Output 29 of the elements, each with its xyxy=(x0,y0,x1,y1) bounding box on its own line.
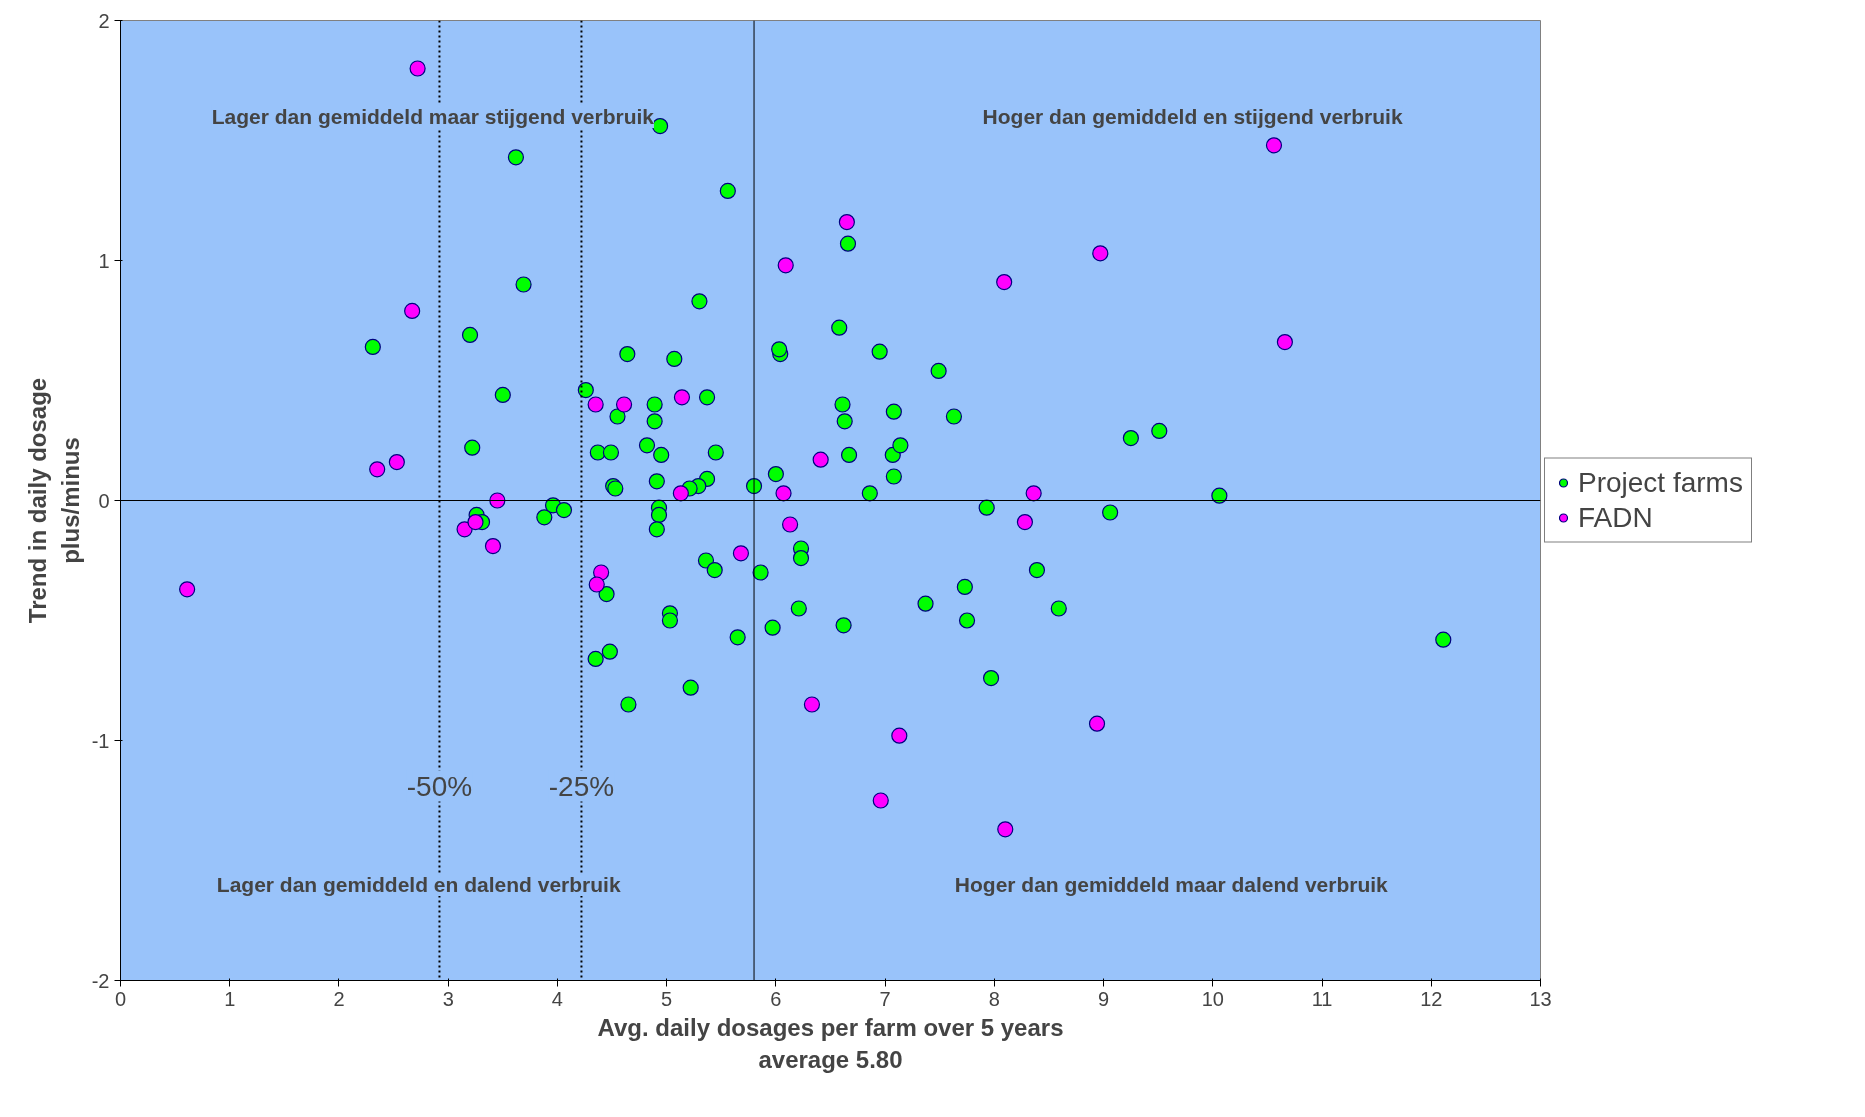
x-tick-label: 1 xyxy=(224,987,236,1010)
x-tick-label: 5 xyxy=(661,987,673,1010)
x-tick-label: 9 xyxy=(1098,987,1110,1010)
y-tick-label: 1 xyxy=(98,249,110,272)
x-axis-title: Avg. daily dosages per farm over 5 years average 5.80 xyxy=(597,1013,1064,1073)
y-tick-label: -1 xyxy=(91,729,110,752)
x-tick-label: 7 xyxy=(879,987,891,1010)
x-tick-label: 2 xyxy=(333,987,345,1010)
x-tick-label: 11 xyxy=(1311,987,1333,1010)
x-tick-label: 3 xyxy=(442,987,454,1010)
x-tick-label: 13 xyxy=(1529,987,1552,1010)
annotation: Lager dan gemiddeld en dalend verbruik xyxy=(216,873,621,896)
y-tick-label: -2 xyxy=(91,969,110,992)
x-tick-label: 8 xyxy=(988,987,1000,1010)
x-tick-label: 6 xyxy=(770,987,782,1010)
x-tick-label: 4 xyxy=(551,987,563,1010)
y-axis-title: Trend in daily dosage plus/minus xyxy=(24,377,84,624)
x-tick-label: 12 xyxy=(1420,987,1443,1010)
annotation: -25% xyxy=(548,770,615,802)
y-tick-label: 0 xyxy=(98,489,110,512)
y-tick-label: 2 xyxy=(98,9,110,32)
x-tick-label: 10 xyxy=(1201,987,1224,1010)
annotation: -50% xyxy=(406,770,473,802)
annotation: Hoger dan gemiddeld maar dalend verbruik xyxy=(954,873,1389,896)
annotation: Lager dan gemiddeld maar stijgend verbruik xyxy=(211,105,655,128)
annotation: Hoger dan gemiddeld en stijgend verbruik xyxy=(982,105,1403,128)
legend-label: FADN xyxy=(1578,501,1654,534)
legend-label: Project farms xyxy=(1578,466,1743,499)
x-tick-label: 0 xyxy=(114,987,127,1010)
